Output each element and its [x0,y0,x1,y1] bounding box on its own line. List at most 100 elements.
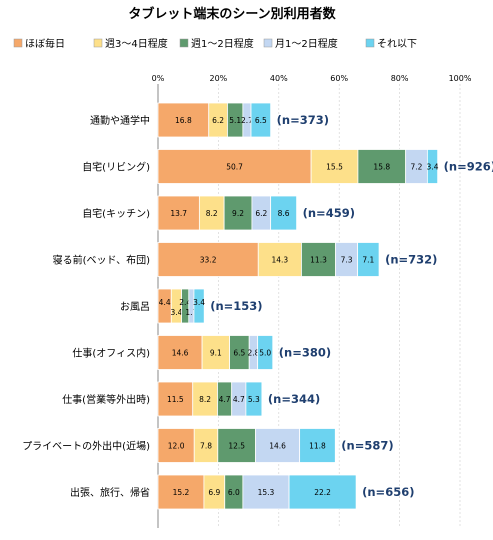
bar-segment [157,195,200,231]
category-label: 仕事(営業等外出時) [62,393,150,406]
x-tick-label: 80% [391,74,409,83]
segment-value-label: 8.2 [206,209,218,218]
bar-segment [255,428,301,463]
bar-segment [157,428,195,463]
legend-swatch [365,38,375,48]
bar-row: 自宅(リビング) 50.7 15.5 15.8 7.2 3.4 (n=926) [82,149,493,184]
x-tick-label: 20% [210,74,228,83]
x-tick-label: 0% [152,74,165,83]
bar-segment [192,381,218,417]
segment-value-label: 6.2 [212,116,224,125]
category-label: 自宅(キッチン) [82,207,150,220]
segment-value-label: 6.0 [228,488,240,497]
legend-label: 月1～2日程度 [275,37,338,50]
bar-row: お風呂 4.43.42.41.73.4 (n=153) [120,288,263,324]
segment-value-label: 13.7 [170,209,187,218]
segment-value-label: 5.1 [229,116,241,125]
sample-size-label: (n=373) [277,113,329,127]
legend: ほぼ毎日 週3～4日程度 週1～2日程度 月1～2日程度 それ以下 [13,37,417,50]
sample-size-label: (n=459) [303,206,355,220]
segment-value-label: 12.0 [168,442,185,451]
segment-value-label: 7.3 [341,256,353,265]
bar-segment [299,428,336,463]
bar-segment [288,474,357,510]
segment-value-label: 11.3 [310,256,327,265]
bar-segment [157,149,312,184]
segment-value-label: 9.1 [210,349,222,358]
bar-row: 通勤や通学中 16.8 6.2 5.1 2.7 6.5 (n=373) [90,102,329,138]
chart-title: タブレット端末のシーン別利用者数 [128,6,336,22]
category-label: お風呂 [120,301,150,313]
category-label: 寝る前(ベッド、布団) [53,254,151,267]
segment-value-label: 7.2 [411,163,423,172]
bar-segment [223,195,253,231]
segment-value-label: 2.4 [179,298,191,307]
bar-segment [270,195,298,231]
bar-segment [301,242,336,277]
segment-value-label: 5.0 [259,349,271,358]
segment-value-label: 9.2 [232,209,244,218]
segment-value-label: 14.6 [172,349,189,358]
segment-value-label: 2.7 [241,116,253,125]
bar-segment [242,474,290,510]
bar-segment [257,335,274,370]
sample-size-label: (n=656) [362,485,414,499]
segment-value-label: 2.8 [247,349,259,358]
segment-value-label: 50.7 [226,163,243,172]
segment-value-label: 15.5 [326,163,343,172]
segment-value-label: 8.2 [199,395,211,404]
bar-segment [426,149,439,184]
legend-label: 週1～2日程度 [191,37,254,50]
category-label: 仕事(オフィス内) [72,347,150,360]
legend-swatch [13,38,23,48]
category-label: プライベートの外出中(近場) [22,440,150,453]
segment-value-label: 1.7 [185,308,197,317]
segment-value-label: 33.2 [200,256,217,265]
bar-row: 自宅(キッチン) 13.7 8.2 9.2 6.2 8.6 (n=459) [82,195,355,231]
bar-segment [157,474,205,510]
segment-value-label: 5.3 [248,395,260,404]
legend-swatch [179,38,189,48]
segment-value-label: 6.5 [233,349,245,358]
segment-value-label: 6.5 [255,116,267,125]
bar-segment [157,102,210,138]
segment-value-label: 22.2 [314,488,331,497]
legend-swatch [263,38,273,48]
x-tick-label: 40% [270,74,288,83]
category-label: 通勤や通学中 [90,114,150,127]
segment-value-label: 6.2 [255,209,267,218]
segment-value-label: 15.8 [373,163,390,172]
segment-value-label: 7.8 [200,442,212,451]
x-axis-ticks: 0% 20% 40% 60% 80% 100% [152,74,472,83]
segment-value-label: 14.3 [272,256,289,265]
bar-row: 仕事(オフィス内) 14.6 9.1 6.5 2.8 5.0 (n=380) [72,335,331,370]
bar-segment [201,335,230,370]
legend-swatch [93,38,103,48]
x-tick-label: 100% [449,74,472,83]
segment-value-label: 15.3 [258,488,275,497]
legend-label: 週3～4日程度 [105,37,168,50]
bar-segment [250,102,272,138]
bar-segment [157,335,203,370]
sample-size-label: (n=732) [385,253,437,267]
bar-row: 出張、旅行、帰省 15.2 6.9 6.0 15.3 22.2 (n=656) [70,474,414,510]
bar-segment [245,381,263,417]
category-label: 出張、旅行、帰省 [70,486,150,499]
bar-row: 寝る前(ベッド、布団) 33.2 14.3 11.3 7.3 7.1 (n=732) [53,242,437,277]
bar-row: 仕事(営業等外出時) 11.5 8.2 4.7 4.7 5.3 (n=344) [62,381,320,417]
sample-size-label: (n=153) [210,299,262,313]
legend-label: それ以下 [377,38,417,50]
segment-value-label: 3.4 [170,308,182,317]
bar-segment [357,242,380,277]
bar-segment [310,149,359,184]
bar-segment [157,242,259,277]
sample-size-label: (n=587) [341,439,393,453]
segment-value-label: 12.5 [228,442,245,451]
legend-label: ほぼ毎日 [25,37,65,50]
segment-value-label: 3.4 [193,298,205,307]
bar-segment [193,288,205,324]
segment-value-label: 4.7 [233,395,245,404]
sample-size-label: (n=926) [444,160,493,174]
category-label: 自宅(リビング) [82,161,150,174]
